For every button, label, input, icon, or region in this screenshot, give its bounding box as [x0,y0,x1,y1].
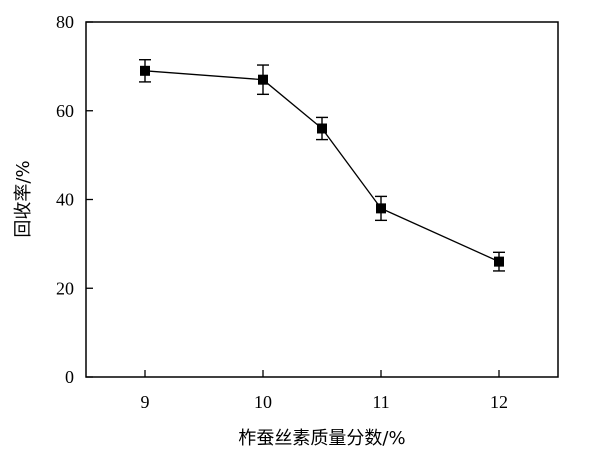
x-tick-label: 11 [372,392,389,412]
y-axis-title: 回收率/% [13,160,34,237]
data-point [494,256,504,267]
y-tick-label: 40 [56,190,74,210]
y-tick-label: 0 [65,367,74,387]
y-tick-label: 60 [56,101,74,121]
data-point [140,65,150,76]
series-group [139,59,505,272]
series-line [144,70,500,263]
plot-frame [85,21,559,378]
x-tick-label: 10 [254,392,272,412]
y-tick-label: 80 [56,12,74,32]
y-tick-label: 20 [56,278,74,298]
x-tick-label: 12 [490,392,508,412]
data-point [258,74,268,85]
x-axis-title: 柞蚕丝素质量分数/% [238,428,405,449]
data-point [376,203,386,214]
y-axis-ticks: 0 20 40 60 80 [56,12,93,387]
x-axis-ticks: 9 10 11 12 [141,370,508,412]
x-tick-label: 9 [141,392,150,412]
data-point [317,123,327,134]
